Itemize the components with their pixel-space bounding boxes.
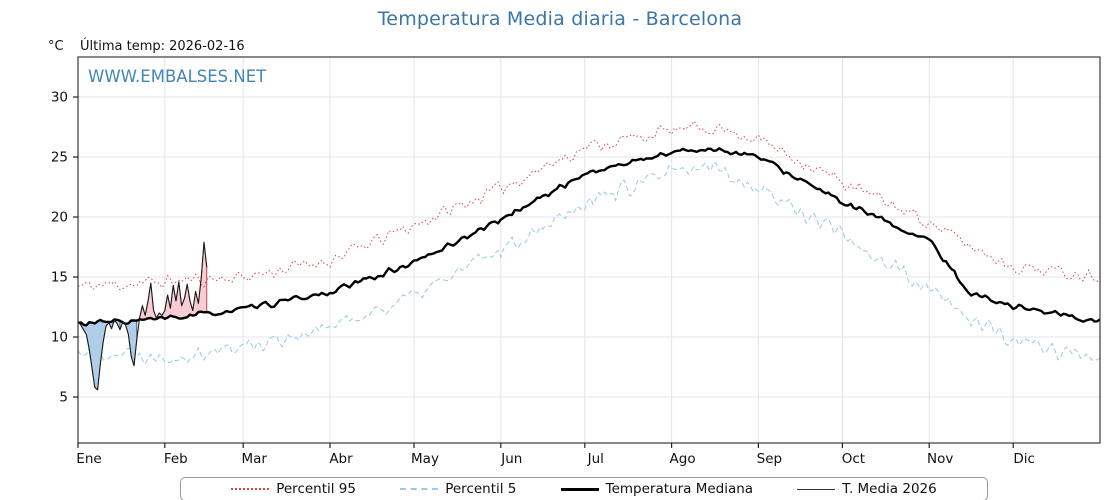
x-tick-label: Sep — [757, 451, 782, 467]
legend-label-percentil-95: Percentil 95 — [276, 481, 356, 497]
legend-label-percentil-5: Percentil 5 — [445, 481, 517, 497]
t-media-2026-line-sample — [797, 488, 836, 490]
legend-item-percentil-5: Percentil 5 — [400, 481, 516, 497]
x-tick-label: Feb — [164, 451, 188, 467]
x-tick-label: Mar — [241, 451, 267, 467]
y-tick-label: 5 — [59, 390, 68, 406]
fill-above-median — [139, 242, 208, 321]
x-tick-label: Ene — [76, 451, 101, 467]
y-tick-label: 15 — [51, 270, 68, 286]
legend-item-mediana: Temperatura Mediana — [560, 481, 754, 497]
x-tick-label: Abr — [329, 451, 353, 467]
percentil-95-line-sample — [231, 488, 270, 490]
y-tick-label: 30 — [51, 90, 68, 106]
y-tick-label: 20 — [51, 210, 68, 226]
last-temp-label: Última temp: 2026-02-16 — [80, 39, 245, 54]
x-tick-label: Oct — [842, 451, 865, 467]
percentil-5-line — [77, 161, 1101, 366]
x-tick-label: Jun — [500, 451, 522, 467]
legend: Percentil 95 Percentil 5 Temperatura Med… — [180, 477, 988, 500]
y-tick-label: 10 — [51, 330, 68, 346]
mediana-line-sample — [560, 487, 599, 491]
chart-title: Temperatura Media diaria - Barcelona — [377, 8, 743, 30]
t-media-2026-line — [77, 241, 208, 391]
legend-item-percentil-95: Percentil 95 — [231, 481, 356, 497]
fill-below-median — [80, 318, 121, 391]
x-tick-label: Jul — [587, 451, 604, 467]
x-tick-label: May — [411, 451, 439, 467]
y-tick-label: 25 — [51, 150, 68, 166]
x-tick-label: Ago — [670, 451, 696, 467]
legend-label-t-media-2026: T. Media 2026 — [842, 481, 937, 497]
percentil-5-line-sample — [400, 488, 439, 490]
y-axis-unit-label: °C — [48, 39, 64, 54]
percentil-95-line — [77, 120, 1101, 291]
legend-label-mediana: Temperatura Mediana — [605, 481, 754, 497]
legend-item-t-media-2026: T. Media 2026 — [797, 481, 937, 497]
watermark: WWW.EMBALSES.NET — [88, 67, 267, 86]
x-tick-label: Dic — [1013, 451, 1035, 467]
plot-frame — [77, 56, 1101, 444]
x-tick-label: Nov — [927, 451, 953, 467]
temperatura-mediana-line — [77, 147, 1101, 327]
